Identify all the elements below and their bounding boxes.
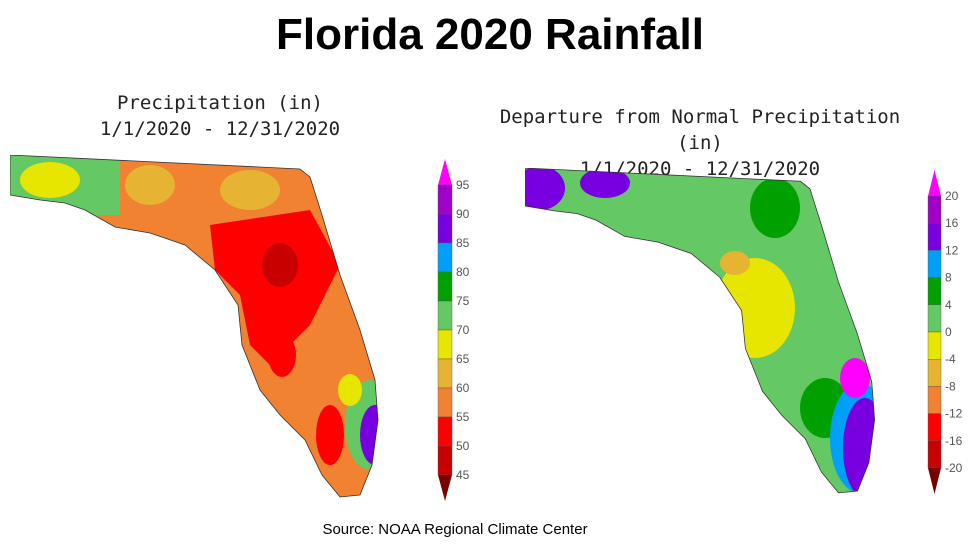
colorbar-band <box>437 445 453 476</box>
colorbar-tick-label: 20 <box>945 189 959 203</box>
colorbar-tick-label: 65 <box>456 352 470 366</box>
colorbar-tick-label: 80 <box>456 265 470 279</box>
colorbar-tick-label: 75 <box>456 294 470 308</box>
left-map-title-line1: Precipitation (in) <box>117 92 323 114</box>
colorbar-tick-label: -16 <box>945 434 963 448</box>
colorbar-under-arrow <box>928 468 941 494</box>
colorbar-band <box>437 213 453 244</box>
slide-title: Florida 2020 Rainfall <box>276 10 704 59</box>
precipitation-map <box>10 155 379 498</box>
colorbar-under-arrow <box>438 475 452 501</box>
left-map-title-line2: 1/1/2020 - 12/31/2020 <box>99 118 341 140</box>
colorbar-tick-label: -20 <box>945 461 963 475</box>
colorbar-tick-label: 95 <box>456 178 470 192</box>
colorbar-tick-label: -8 <box>945 379 956 393</box>
colorbar-tick-label: 60 <box>456 381 470 395</box>
colorbar-tick-label: 8 <box>945 271 952 285</box>
colorbar-over-arrow <box>928 170 941 196</box>
colorbar-tick-label: 16 <box>945 216 959 230</box>
colorbar-tick-label: 50 <box>456 439 470 453</box>
colorbar-band <box>437 184 453 215</box>
colorbar-tick-label: 85 <box>456 236 470 250</box>
colorbar-tick-label: 0 <box>945 325 952 339</box>
colorbar-band <box>927 304 942 333</box>
colorbar-tick-label: -12 <box>945 407 963 421</box>
colorbar-band <box>437 416 453 447</box>
right-map-title-line1: Departure from Normal Precipitation (in) <box>499 106 901 154</box>
colorbar-band <box>437 271 453 302</box>
colorbar-band <box>927 331 942 360</box>
left-map-title: Precipitation (in) 1/1/2020 - 12/31/2020 <box>60 90 380 142</box>
colorbar-band <box>437 329 453 360</box>
colorbar-band <box>927 195 942 224</box>
colorbar-band <box>437 300 453 331</box>
colorbar-tick-label: 90 <box>456 207 470 221</box>
colorbar-over-arrow <box>438 159 452 185</box>
departure-map <box>525 168 876 494</box>
precipitation-colorbar: 95 90 85 80 75 70 65 60 55 50 45 <box>437 159 470 501</box>
colorbar-tick-label: 45 <box>456 468 470 482</box>
colorbar-band <box>437 242 453 273</box>
colorbar-tick-label: 55 <box>456 410 470 424</box>
colorbar-band <box>927 413 942 442</box>
colorbar-tick-label: 12 <box>945 243 959 257</box>
colorbar-band <box>437 358 453 389</box>
colorbar-band <box>437 387 453 418</box>
colorbar-band <box>927 250 942 278</box>
colorbar-tick-label: -4 <box>945 352 956 366</box>
colorbar-band <box>927 386 942 414</box>
colorbar-tick-label: 70 <box>456 323 470 337</box>
departure-colorbar: 20 16 12 8 4 0 -4 -8 -12 -16 -20 <box>927 170 963 494</box>
colorbar-band <box>927 358 942 387</box>
colorbar-band <box>927 223 942 251</box>
colorbar-band <box>927 440 942 469</box>
colorbar-tick-label: 4 <box>945 298 952 312</box>
source-note: Source: NOAA Regional Climate Center <box>322 521 588 538</box>
colorbar-band <box>927 277 942 305</box>
